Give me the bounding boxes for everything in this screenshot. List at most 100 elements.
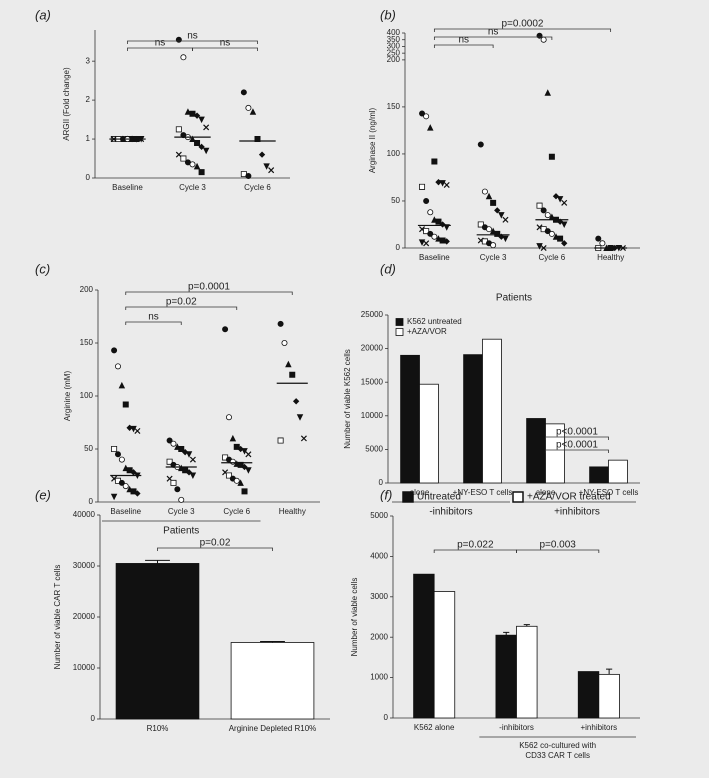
data-point: [300, 435, 307, 442]
data-point: [268, 167, 275, 174]
data-point: [281, 339, 288, 346]
significance-label: p=0.0001: [188, 282, 230, 293]
data-point: [241, 463, 248, 471]
data-point: [189, 456, 196, 463]
y-tick-label: 300: [387, 42, 401, 51]
x-tick-label: Healthy: [279, 507, 306, 516]
y-tick-label: 0: [384, 713, 389, 722]
significance-label: ns: [148, 312, 159, 323]
x-tick-label: Baseline: [112, 183, 143, 192]
y-axis-label: ARGII (Fold change): [62, 67, 71, 141]
x-tick-label: Healthy: [597, 253, 624, 262]
data-point: [536, 32, 543, 39]
data-point: [548, 153, 555, 160]
x-tick-label: Cycle 3: [168, 507, 195, 516]
data-point: [225, 414, 232, 421]
significance-bar: [433, 36, 553, 40]
data-point: [292, 398, 300, 405]
x-tick-label: alone: [536, 488, 556, 497]
data-point: [170, 479, 177, 486]
data-point: [198, 169, 205, 176]
data-point: [118, 479, 125, 486]
x-tick-label: Arginine Depleted R10%: [229, 724, 317, 733]
significance-bar: [516, 549, 600, 553]
data-point: [296, 414, 304, 421]
significance-bar: [125, 306, 238, 310]
legend-label: +AZA/VOR: [407, 327, 447, 336]
group-label: CD33 CAR T cells: [525, 751, 590, 760]
data-point: [118, 381, 126, 389]
data-point: [258, 151, 266, 158]
y-tick-label: 250: [387, 48, 401, 57]
panel-label: (a): [35, 7, 51, 22]
data-point: [198, 116, 205, 124]
data-point: [180, 155, 187, 162]
panel-label: (c): [35, 261, 50, 276]
data-point: [198, 143, 205, 151]
data-point: [540, 207, 547, 214]
data-point: [241, 488, 248, 495]
significance-label: ns: [155, 38, 166, 49]
data-point: [490, 242, 497, 249]
data-point: [561, 199, 568, 206]
data-point: [419, 110, 426, 117]
significance-bar: [433, 44, 494, 48]
y-tick-label: 150: [387, 102, 401, 111]
y-tick-label: 3000: [370, 592, 388, 601]
data-point: [249, 108, 257, 115]
group-label: -inhibitors: [429, 507, 472, 518]
significance-label: p<0.0001: [556, 440, 598, 451]
legend-swatch: [395, 328, 404, 336]
data-point: [122, 483, 129, 490]
data-point: [178, 496, 185, 503]
data-point: [222, 326, 229, 333]
data-point: [595, 235, 602, 242]
y-tick-label: 400: [387, 28, 401, 37]
error-bar: [503, 631, 510, 636]
data-point: [536, 243, 543, 250]
data-point: [544, 89, 552, 96]
data-point: [114, 363, 121, 370]
data-point: [245, 467, 252, 474]
significance-bar: [545, 436, 609, 440]
y-tick-label: 200: [80, 285, 94, 294]
y-tick-label: 1: [86, 134, 91, 143]
error-bar: [260, 640, 285, 643]
bar: [589, 466, 609, 484]
data-point: [229, 458, 236, 465]
x-tick-label: +NY-ESO T cells: [453, 488, 513, 497]
data-point: [203, 124, 210, 131]
data-point: [174, 486, 181, 493]
legend-label: Untreated: [417, 492, 461, 503]
y-tick-label: 15000: [361, 377, 384, 386]
data-point: [263, 163, 270, 170]
data-point: [556, 196, 564, 203]
x-tick-label: Cycle 3: [480, 253, 507, 262]
data-point: [185, 451, 193, 458]
bar: [598, 673, 620, 719]
y-tick-label: 200: [387, 55, 401, 64]
y-tick-label: 0: [91, 714, 96, 723]
y-tick-label: 2: [86, 95, 91, 104]
x-tick-label: alone: [410, 488, 430, 497]
x-tick-label: Baseline: [110, 507, 141, 516]
data-point: [202, 147, 210, 155]
data-point: [285, 360, 292, 368]
bar: [413, 573, 435, 719]
data-point: [439, 180, 446, 187]
significance-bar: [157, 547, 273, 551]
y-tick-label: 50: [391, 196, 400, 205]
data-point: [166, 437, 173, 444]
data-point: [194, 139, 201, 146]
significance-label: p<0.0001: [556, 427, 598, 438]
data-point: [229, 434, 237, 442]
significance-label: ns: [458, 35, 469, 46]
data-point: [481, 188, 488, 195]
data-point: [427, 209, 434, 216]
y-axis-label: Number of viable cells: [350, 578, 359, 657]
data-point: [536, 202, 543, 209]
significance-bar: [433, 28, 612, 32]
y-tick-label: 3: [86, 56, 91, 65]
y-tick-label: 30000: [73, 561, 96, 570]
data-point: [289, 371, 296, 378]
